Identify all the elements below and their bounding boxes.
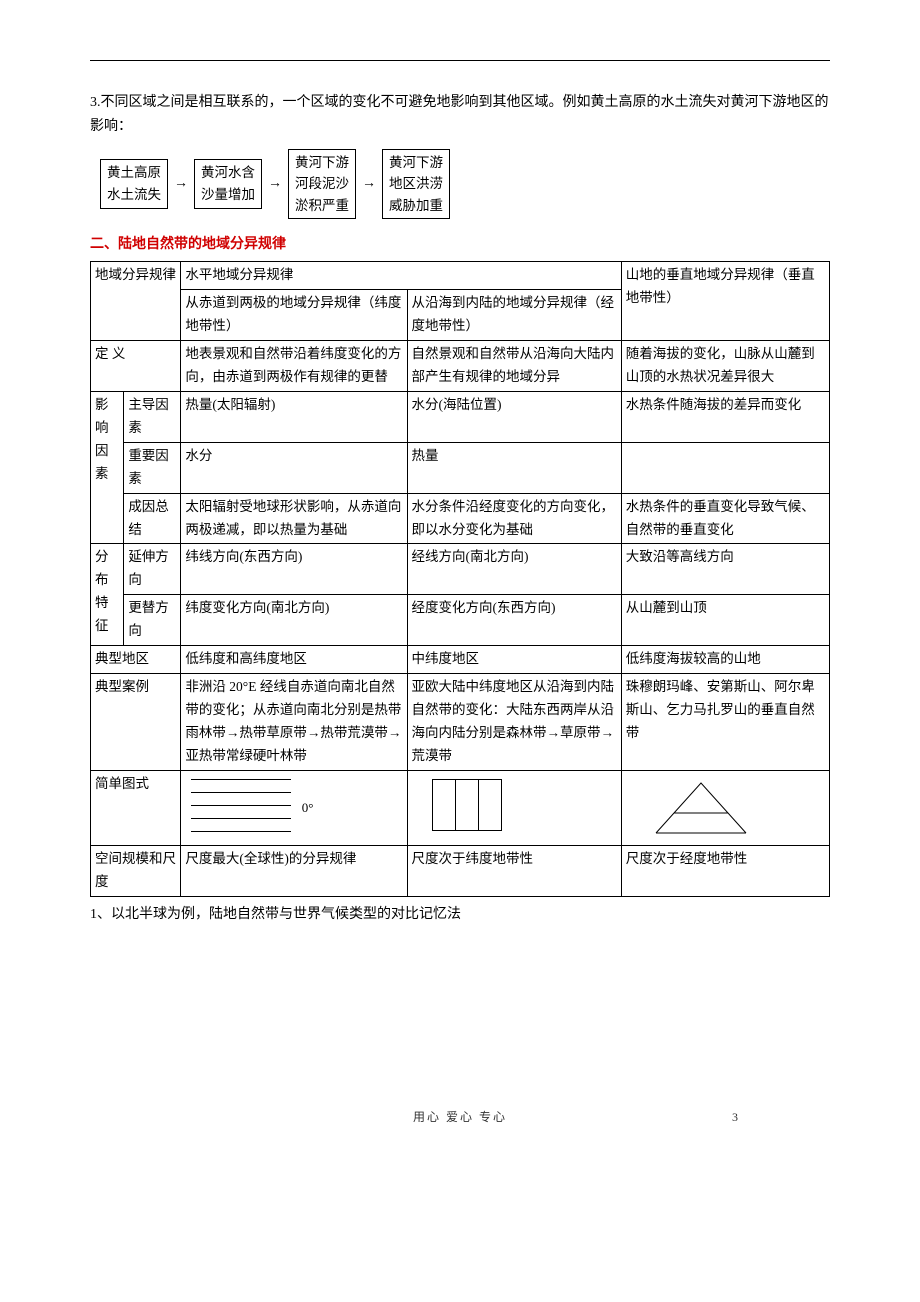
row-definition-label: 定 义 (91, 340, 181, 391)
footer-text: 用心 爱心 专心 (413, 1110, 507, 1124)
row-definition-d: 随着海拔的变化，山脉从山麓到山顶的水热状况差异很大 (621, 340, 829, 391)
diagram-mountain-triangle (621, 770, 829, 845)
flow-box-4-text: 黄河下游 地区洪涝 威胁加重 (389, 155, 443, 213)
flow-diagram: 黄土高原 水土流失 → 黄河水含 沙量增加 → 黄河下游 河段泥沙 淤积严重 →… (100, 149, 830, 220)
row-region-c1: 低纬度和高纬度地区 (181, 646, 407, 674)
row-region-c2: 中纬度地区 (407, 646, 621, 674)
row-definition-c1: 地表景观和自然带沿着纬度变化的方向，由赤道到两极作有规律的更替 (181, 340, 407, 391)
paragraph-3: 3.不同区域之间是相互联系的，一个区域的变化不可避免地影响到其他区域。例如黄土高… (90, 91, 830, 139)
row-important-c2: 热量 (407, 442, 621, 493)
zero-degree-label: 0° (302, 797, 314, 819)
row-case-c2: 亚欧大陆中纬度地区从沿海到内陆自然带的变化：大陆东西两岸从沿海向内陆分别是森林带… (407, 674, 621, 771)
section-2-title: 二、陆地自然带的地域分异规律 (90, 233, 830, 257)
row-cause-c1: 太阳辐射受地球形状影响，从赤道向两极递减，即以热量为基础 (181, 493, 407, 544)
row-replace-d: 从山麓到山顶 (621, 595, 829, 646)
row-scale-c1: 尺度最大(全球性)的分异规律 (181, 845, 407, 896)
row-dominant-label: 主导因素 (124, 391, 181, 442)
row-cause-c2: 水分条件沿经度变化的方向变化，即以水分变化为基础 (407, 493, 621, 544)
flow-box-1: 黄土高原 水土流失 (100, 159, 168, 208)
row-extend-c2: 经线方向(南北方向) (407, 544, 621, 595)
row-diagram-label: 简单图式 (91, 770, 181, 845)
header-rule: 地域分异规律 (91, 262, 181, 341)
flow-box-2: 黄河水含 沙量增加 (194, 159, 262, 208)
row-cause-label: 成因总结 (124, 493, 181, 544)
header-lat: 从赤道到两极的地域分异规律（纬度地带性） (181, 290, 407, 341)
row-extend-d: 大致沿等高线方向 (621, 544, 829, 595)
row-dominant-d: 水热条件随海拔的差异而变化 (621, 391, 829, 442)
header-horizontal: 水平地域分异规律 (181, 262, 621, 290)
row-extend-c1: 纬线方向(东西方向) (181, 544, 407, 595)
flow-box-3-text: 黄河下游 河段泥沙 淤积严重 (295, 155, 349, 213)
flow-box-1-text: 黄土高原 水土流失 (107, 165, 161, 202)
arrow-2: → (266, 172, 284, 196)
page-footer: 用心 爱心 专心 3 (90, 1107, 830, 1127)
row-extend-label: 延伸方向 (124, 544, 181, 595)
differentiation-table: 地域分异规律 水平地域分异规律 山地的垂直地域分异规律（垂直地带性） 从赤道到两… (90, 261, 830, 897)
top-rule (90, 60, 830, 61)
row-replace-c1: 纬度变化方向(南北方向) (181, 595, 407, 646)
diagram-horizontal-bands: 0° (181, 770, 407, 845)
row-region-d: 低纬度海拔较高的山地 (621, 646, 829, 674)
diagram-vertical-bands (407, 770, 621, 845)
row-dist-label: 分布特征 (91, 544, 124, 646)
row-definition-c2: 自然景观和自然带从沿海向大陆内部产生有规律的地域分异 (407, 340, 621, 391)
row-scale-c2: 尺度次于纬度地带性 (407, 845, 621, 896)
header-lon: 从沿海到内陆的地域分异规律（经度地带性） (407, 290, 621, 341)
row-important-d (621, 442, 829, 493)
row-dominant-c2: 水分(海陆位置) (407, 391, 621, 442)
arrow-3: → (360, 172, 378, 196)
row-cause-d: 水热条件的垂直变化导致气候、自然带的垂直变化 (621, 493, 829, 544)
arrow-1: → (172, 172, 190, 196)
row-important-c1: 水分 (181, 442, 407, 493)
after-table-para: 1、以北半球为例，陆地自然带与世界气候类型的对比记忆法 (90, 903, 830, 927)
flow-box-4: 黄河下游 地区洪涝 威胁加重 (382, 149, 450, 220)
flow-box-3: 黄河下游 河段泥沙 淤积严重 (288, 149, 356, 220)
row-scale-d: 尺度次于经度地带性 (621, 845, 829, 896)
row-region-label: 典型地区 (91, 646, 181, 674)
row-important-label: 重要因素 (124, 442, 181, 493)
flow-box-2-text: 黄河水含 沙量增加 (201, 165, 255, 202)
row-case-d: 珠穆朗玛峰、安第斯山、阿尔卑斯山、乞力马扎罗山的垂直自然带 (621, 674, 829, 771)
row-replace-label: 更替方向 (124, 595, 181, 646)
row-replace-c2: 经度变化方向(东西方向) (407, 595, 621, 646)
row-case-c1: 非洲沿 20°E 经线自赤道向南北自然带的变化；从赤道向南北分别是热带雨林带→热… (181, 674, 407, 771)
row-dominant-c1: 热量(太阳辐射) (181, 391, 407, 442)
page-number: 3 (732, 1107, 738, 1127)
triangle-icon (646, 777, 756, 835)
row-case-label: 典型案例 (91, 674, 181, 771)
row-scale-label: 空间规模和尺度 (91, 845, 181, 896)
header-vertical: 山地的垂直地域分异规律（垂直地带性） (621, 262, 829, 341)
row-factors-label: 影响因素 (91, 391, 124, 544)
